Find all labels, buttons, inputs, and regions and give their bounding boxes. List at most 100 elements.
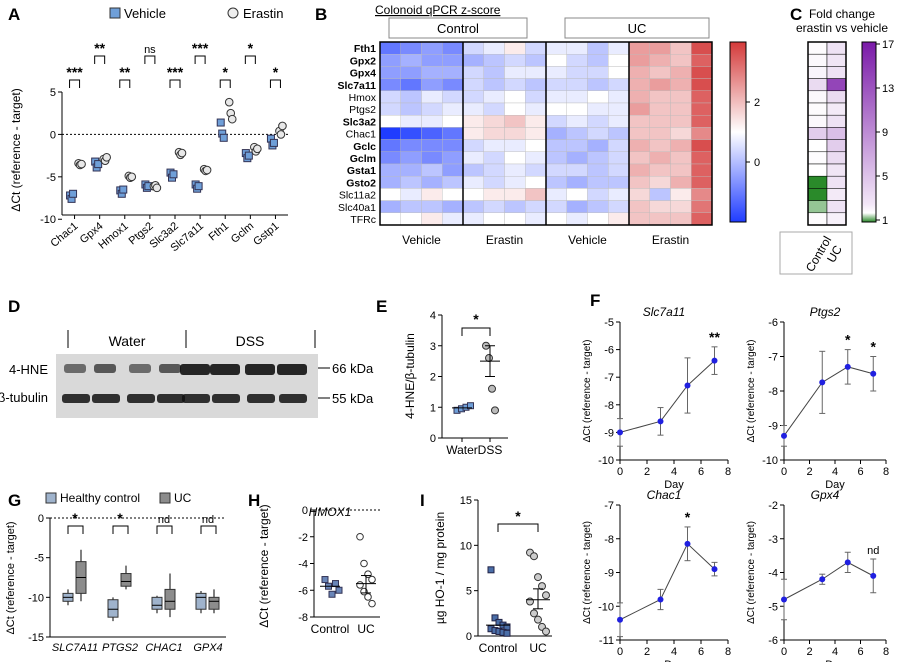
h-category-label: UC [357,622,375,636]
h-control-point [328,590,336,598]
f-series-line [619,542,715,621]
b-heat-cell [483,139,505,153]
i-ylabel: µg HO-1 / mg protein [433,512,447,624]
f-sig-mark: * [871,339,877,355]
b-heat-cell [587,175,609,189]
b-heat-cell [628,127,650,140]
b-heat-cell [504,200,526,214]
b-bottom-label: Vehicle [568,233,607,247]
b-heat-cell [462,200,484,214]
b-heat-cell [504,212,526,226]
b-heat-cell [566,41,588,55]
b-heat-cell [649,102,671,116]
b-heat-cell [670,151,692,165]
e-y-tick-label: 2 [430,372,436,384]
f-subplot-title: Slc7a11 [643,305,685,319]
b-gene-label: Slc40a1 [338,202,376,214]
a-erastin-point [102,153,111,162]
a-sig-mark: ns [144,44,156,56]
h-control-point [335,586,343,594]
b-heat-cell [442,41,464,55]
f-x-tick-label: 2 [644,466,650,478]
b-heat-cell [483,163,505,177]
b-heat-cell [400,188,422,201]
b-heat-cell [608,151,630,165]
b-heat-cell [545,212,567,226]
f-point [657,596,664,603]
b-heat-cell [379,66,401,79]
panel-label-a: A [8,5,20,24]
a-category-label: Fth1 [207,220,232,243]
b-heat-cell [400,66,422,79]
a-y-tick-label: -10 [40,214,56,226]
b-heat-cell [379,41,401,55]
b-heat-cell [649,175,671,189]
f-point [711,566,718,573]
b-heat-cell [587,212,609,226]
b-heat-cell [379,163,401,177]
a-vehicle-point [219,133,228,142]
b-heat-cell [400,114,422,128]
b-heat-cell [628,66,650,79]
g-sig-mark: nd [158,514,170,526]
a-erastin-point [278,121,287,131]
e-dss-point [488,384,496,393]
h-title: HMOX1 [309,505,352,519]
b-heat-cell [421,212,443,226]
f-x-tick-label: 0 [781,466,787,478]
c-heat-frame [807,41,847,226]
f-y-tick-label: -3 [768,534,778,546]
b-heat-cell [649,200,671,214]
f-y-tick-label: -9 [768,421,778,433]
i-uc-point [530,609,538,618]
c-heat-cell [807,102,828,116]
a-sig-bracket [244,55,256,64]
f-ylabel: ΔCt (reference - target) [746,340,757,443]
e-dss-point [485,354,493,363]
g-sig-bracket [112,525,129,534]
b-heat-cell [504,41,526,55]
b-heat-cell [462,212,484,226]
f-x-tick-label: 0 [781,646,787,658]
b-heat-cell [525,102,547,116]
d-band-4hne [64,364,86,373]
g-box [120,573,132,587]
b-heat-cell [483,41,505,55]
i-uc-point [534,573,542,582]
b-gene-label: Hmox [349,92,377,104]
b-heat-cell [545,175,567,189]
b-gene-label: Gclm [350,153,376,165]
f-point [844,559,851,566]
g-sig-bracket [67,525,84,534]
b-heat-cell [421,114,443,128]
b-heat-cell [649,90,671,104]
a-category-label: Gclm [229,220,256,246]
d-band-tubulin [182,394,210,403]
a-y-tick-label: 5 [50,87,56,99]
a-sig-mark: ** [119,64,130,80]
b-heat-cell [400,163,422,177]
a-sig-mark: * [248,40,254,56]
b-heat-cell [400,175,422,189]
g-legend-healthy: Healthy control [60,491,140,505]
f-xlabel: Day [664,479,684,491]
b-heat-cell [545,78,567,91]
b-heat-cell [566,175,588,189]
b-bottom-label: Erastin [652,233,689,247]
i-y-tick-label: 5 [466,586,472,598]
g-y-tick-label: -5 [34,553,44,565]
f-point [684,540,691,547]
g-sig-bracket [200,525,217,534]
b-heat-cell [545,102,567,116]
c-heat-cell [807,188,828,201]
g-sig-mark: * [117,510,123,526]
b-heat-cell [504,175,526,189]
b-heat-cell [545,163,567,177]
b-heat-cell [587,90,609,104]
e-ylabel: 4-HNE/β-tubulin [403,333,417,419]
i-uc-point [538,582,546,591]
b-heat-cell [504,90,526,104]
b-heat-cell [379,200,401,214]
b-heat-cell [462,163,484,177]
d-band-tubulin [92,394,120,403]
